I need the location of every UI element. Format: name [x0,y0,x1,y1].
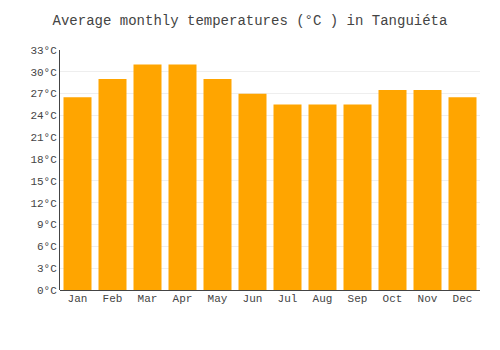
svg-text:Jan: Jan [68,293,88,305]
svg-text:Nov: Nov [418,293,438,305]
svg-text:15°C: 15°C [30,176,57,188]
svg-text:May: May [208,293,228,305]
svg-text:Sep: Sep [348,293,368,305]
svg-text:18°C: 18°C [30,154,57,166]
svg-text:Oct: Oct [383,293,403,305]
svg-text:3°C: 3°C [37,263,57,275]
svg-text:12°C: 12°C [30,198,57,210]
svg-text:9°C: 9°C [37,219,57,231]
svg-text:Mar: Mar [138,293,158,305]
svg-text:Dec: Dec [453,293,473,305]
svg-text:Aug: Aug [313,293,333,305]
svg-text:Feb: Feb [103,293,123,305]
svg-text:33°C: 33°C [30,45,57,57]
svg-text:24°C: 24°C [30,110,57,122]
svg-text:30°C: 30°C [30,67,57,79]
svg-text:Jun: Jun [243,293,263,305]
svg-text:0°C: 0°C [37,285,57,297]
svg-text:6°C: 6°C [37,241,57,253]
svg-text:27°C: 27°C [30,88,57,100]
svg-text:21°C: 21°C [30,132,57,144]
svg-text:Average monthly temperatures (: Average monthly temperatures (°C ) in Ta… [53,13,448,29]
svg-text:Apr: Apr [173,293,193,305]
svg-text:Jul: Jul [278,293,298,305]
